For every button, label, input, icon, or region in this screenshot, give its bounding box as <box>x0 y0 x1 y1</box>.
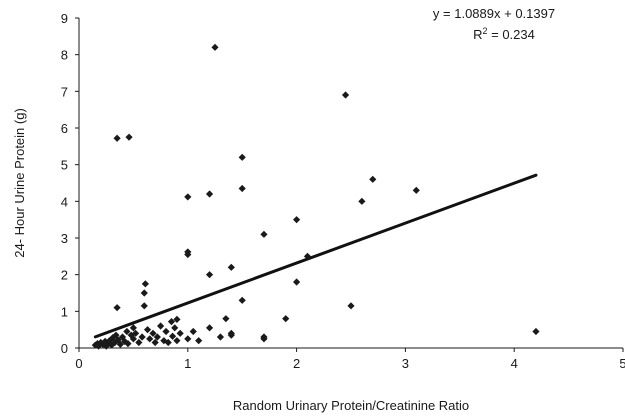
data-point <box>173 315 181 323</box>
data-points <box>91 43 540 350</box>
y-tick-label: 8 <box>61 48 68 63</box>
r-squared-prefix: R <box>473 27 482 42</box>
x-tick-label: 2 <box>293 356 300 371</box>
data-point <box>121 337 129 345</box>
data-point <box>227 263 235 271</box>
data-point <box>140 289 148 297</box>
data-point <box>141 280 149 288</box>
y-tick-label: 3 <box>61 231 68 246</box>
y-tick-label: 2 <box>61 268 68 283</box>
data-point <box>369 175 377 183</box>
data-point <box>113 304 121 312</box>
data-point <box>238 153 246 161</box>
data-point <box>168 332 177 340</box>
data-point <box>260 335 268 343</box>
x-tick-label: 5 <box>619 356 625 371</box>
data-point <box>140 302 148 310</box>
y-tick-label: 9 <box>61 11 68 26</box>
data-point <box>195 337 203 345</box>
data-point <box>124 340 132 348</box>
data-point <box>112 331 120 339</box>
data-point <box>93 340 102 348</box>
data-point <box>205 271 214 279</box>
trendline-group <box>93 173 538 339</box>
data-point <box>143 326 152 334</box>
data-point <box>293 216 301 224</box>
data-point <box>101 337 109 345</box>
data-point <box>114 336 122 344</box>
data-point <box>238 184 246 193</box>
y-axis-title: 24- Hour Urine Protein (g) <box>12 108 27 258</box>
data-point <box>162 327 170 336</box>
data-point <box>138 333 146 341</box>
data-point <box>260 230 268 238</box>
x-axis-title: Random Urinary Protein/Creatinine Ratio <box>233 398 469 413</box>
y-tick-label: 6 <box>61 121 68 136</box>
data-point <box>216 333 225 341</box>
data-point <box>167 318 176 326</box>
data-point <box>164 338 172 347</box>
y-tick-label: 1 <box>61 304 68 319</box>
data-point <box>358 197 366 205</box>
data-point <box>184 248 192 256</box>
data-point <box>293 278 301 286</box>
data-point <box>412 186 420 194</box>
data-point <box>160 337 168 345</box>
data-point <box>282 315 290 323</box>
x-tick-label: 3 <box>402 356 409 371</box>
x-tick-label: 4 <box>511 356 518 371</box>
data-point <box>94 342 103 350</box>
r-squared-value: = 0.234 <box>488 27 535 42</box>
data-point <box>123 327 131 336</box>
axes <box>75 17 624 352</box>
x-tick-label: 0 <box>75 356 82 371</box>
data-point <box>157 322 165 330</box>
data-point <box>125 133 133 141</box>
data-point <box>153 333 161 341</box>
r-squared-superscript: 2 <box>483 26 488 36</box>
data-point <box>184 193 192 201</box>
y-tick-label: 0 <box>61 341 68 356</box>
data-point <box>303 252 312 260</box>
data-point <box>205 190 214 198</box>
data-point <box>116 340 124 348</box>
data-point <box>532 327 540 336</box>
data-point <box>135 338 143 347</box>
data-point <box>131 329 140 337</box>
trendline <box>93 173 538 339</box>
data-point <box>189 327 197 336</box>
data-point <box>146 335 154 343</box>
data-point <box>104 340 112 348</box>
y-tick-label: 4 <box>61 194 68 209</box>
data-point <box>184 335 192 343</box>
data-point <box>227 331 235 339</box>
data-point <box>108 341 116 349</box>
x-tick-label: 1 <box>184 356 191 371</box>
data-point <box>129 335 137 343</box>
tick-labels: 0 1 2 3 4 5 0 1 2 3 4 5 6 7 8 9 <box>61 11 625 371</box>
data-point <box>205 324 214 332</box>
data-point <box>176 329 184 337</box>
data-point <box>341 91 350 99</box>
data-point <box>222 315 230 323</box>
data-point <box>347 302 355 310</box>
r-squared-label: R2 = 0.234 <box>473 26 535 42</box>
data-point <box>129 324 137 332</box>
data-point <box>173 337 181 345</box>
data-point <box>238 296 246 304</box>
y-tick-label: 5 <box>61 158 68 173</box>
data-point <box>211 43 219 51</box>
data-point <box>171 324 179 332</box>
regression-equation: y = 1.0889x + 0.1397 <box>433 6 555 21</box>
data-point <box>149 329 157 337</box>
y-tick-label: 7 <box>61 84 68 99</box>
data-point <box>151 338 159 347</box>
data-point <box>113 134 121 142</box>
